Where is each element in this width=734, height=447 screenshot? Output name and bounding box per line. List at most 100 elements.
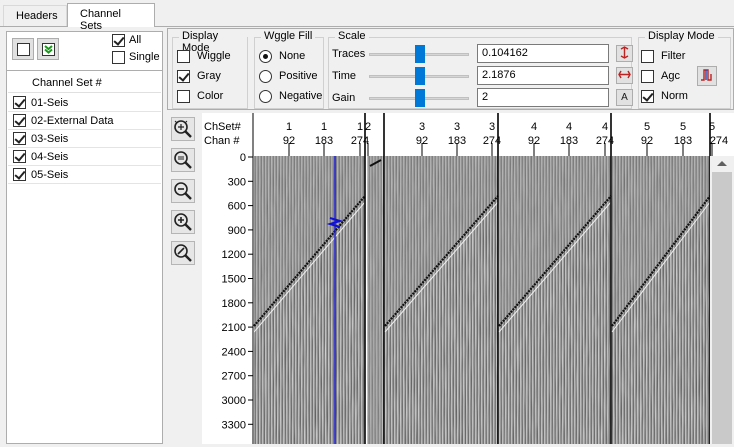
filter-option[interactable]: Filter bbox=[641, 50, 685, 63]
color-checkbox[interactable] bbox=[177, 90, 190, 103]
scrollbar-thumb[interactable] bbox=[712, 172, 732, 444]
gain-input[interactable]: 2 bbox=[477, 88, 609, 107]
list-item[interactable]: 04-Seis bbox=[8, 148, 161, 166]
gain-slider-thumb[interactable] bbox=[415, 89, 425, 107]
color-option[interactable]: Color bbox=[177, 90, 223, 103]
fill-none-radio[interactable] bbox=[259, 50, 272, 63]
waveform-icon[interactable] bbox=[697, 66, 717, 86]
fill-positive-radio[interactable] bbox=[259, 70, 272, 83]
scale-group: Scale Traces 0.104162 Time 2.1876 Gain 2… bbox=[328, 30, 633, 109]
first-break-line bbox=[498, 195, 612, 327]
wiggle-checkbox[interactable] bbox=[177, 50, 190, 63]
gather-noise bbox=[385, 156, 498, 444]
header-strip bbox=[253, 113, 734, 156]
wiggle-label: Wiggle bbox=[197, 50, 231, 62]
zoom-out-icon bbox=[174, 182, 192, 200]
item-checkbox[interactable] bbox=[13, 114, 26, 127]
chan-tick: 92 bbox=[641, 135, 653, 147]
chset-tick: 1 bbox=[357, 121, 363, 133]
zoom-out-button[interactable] bbox=[171, 179, 195, 203]
wiggle-option[interactable]: Wiggle bbox=[177, 50, 231, 63]
gather-noise bbox=[499, 156, 611, 444]
item-checkbox[interactable] bbox=[13, 96, 26, 109]
gain-label: Gain bbox=[332, 92, 356, 104]
agc-checkbox[interactable] bbox=[641, 70, 654, 83]
wiggle-fill-group: Wggle Fill None Positive Negative bbox=[254, 30, 324, 109]
zoom-in-button[interactable] bbox=[171, 210, 195, 234]
all-checkbox[interactable]: All bbox=[112, 34, 141, 47]
time-tick: 2400 bbox=[222, 346, 246, 358]
seismic-plot-canvas[interactable]: ChSet# Chan # 1 1 1 2 3 3 3 4 4 4 5 5 592 183 274 92 183… bbox=[202, 113, 734, 444]
norm-label: Norm bbox=[661, 90, 688, 102]
chan-tick: 183 bbox=[560, 135, 578, 147]
first-break-region bbox=[612, 156, 710, 326]
time-slider-thumb[interactable] bbox=[415, 67, 425, 85]
item-checkbox[interactable] bbox=[13, 168, 26, 181]
tab-channel-sets[interactable]: Channel Sets bbox=[67, 3, 155, 32]
fill-none-option[interactable]: None bbox=[259, 50, 305, 63]
fill-positive-option[interactable]: Positive bbox=[259, 70, 318, 83]
vertical-stretch-icon[interactable] bbox=[616, 45, 633, 62]
auto-gain-button[interactable]: A bbox=[616, 89, 633, 106]
uncheck-all-button[interactable] bbox=[12, 38, 34, 60]
channel-set-panel: All Single Channel Set # 01-Seis 02-Exte… bbox=[6, 31, 163, 444]
single-check[interactable] bbox=[112, 51, 125, 64]
gray-option[interactable]: Gray bbox=[177, 70, 221, 83]
time-tick: 1500 bbox=[222, 274, 246, 286]
first-break-region bbox=[499, 156, 611, 326]
fill-negative-option[interactable]: Negative bbox=[259, 90, 322, 103]
chset-tick: 4 bbox=[602, 121, 608, 133]
gray-label: Gray bbox=[197, 70, 221, 82]
time-tick: 900 bbox=[228, 225, 246, 237]
scroll-up-arrow-icon[interactable] bbox=[717, 161, 727, 166]
single-checkbox[interactable]: Single bbox=[112, 51, 160, 64]
gray-checkbox[interactable] bbox=[177, 70, 190, 83]
traces-slider-thumb[interactable] bbox=[415, 45, 425, 63]
gathers-layer bbox=[253, 113, 711, 444]
chset-tick: 1 bbox=[286, 121, 292, 133]
tab-headers[interactable]: Headers bbox=[3, 5, 67, 26]
time-input[interactable]: 2.1876 bbox=[477, 66, 609, 85]
list-item[interactable]: 05-Seis bbox=[8, 166, 161, 184]
channel-set-column-header: Channel Set # bbox=[32, 77, 102, 89]
divider bbox=[8, 92, 161, 93]
check-all-button[interactable] bbox=[37, 38, 59, 60]
display-mode2-group: Display Mode Filter Agc Norm bbox=[638, 30, 731, 109]
list-item[interactable]: 02-External Data bbox=[8, 112, 161, 130]
zoom-out-v-icon bbox=[174, 151, 192, 169]
item-checkbox[interactable] bbox=[13, 132, 26, 145]
norm-option[interactable]: Norm bbox=[641, 90, 688, 103]
external-data-band bbox=[369, 156, 382, 444]
time-tick: 3000 bbox=[222, 395, 246, 407]
tab-divider bbox=[0, 26, 734, 27]
first-break-line bbox=[253, 195, 366, 327]
agc-option[interactable]: Agc bbox=[641, 70, 680, 83]
fill-negative-label: Negative bbox=[279, 90, 323, 102]
chan-tick: 274 bbox=[351, 135, 369, 147]
wiggle-fill-title: Wggle Fill bbox=[261, 30, 316, 42]
all-check[interactable] bbox=[112, 34, 125, 47]
display-controls-panel: Display Mode Wiggle Gray Color Wggle Fil… bbox=[167, 28, 734, 110]
time-label: Time bbox=[332, 70, 357, 82]
fill-negative-radio[interactable] bbox=[259, 90, 272, 103]
item-checkbox[interactable] bbox=[13, 150, 26, 163]
seismic-plot[interactable]: ChSet# Chan # 1 1 1 2 3 3 3 4 4 4 5 5 5 92 183 274 92 183… bbox=[202, 113, 734, 444]
first-break-region bbox=[385, 156, 498, 326]
first-break-line bbox=[611, 195, 711, 327]
traces-input[interactable]: 0.104162 bbox=[477, 44, 609, 63]
divider bbox=[7, 70, 162, 71]
list-item[interactable]: 01-Seis bbox=[8, 94, 161, 112]
zoom-reset-button[interactable] bbox=[171, 241, 195, 265]
zoom-fit-button[interactable] bbox=[171, 117, 195, 141]
gather-noise bbox=[254, 156, 365, 444]
single-label: Single bbox=[129, 51, 160, 63]
first-break-region bbox=[254, 156, 365, 326]
time-tick: 2700 bbox=[222, 371, 246, 383]
norm-checkbox[interactable] bbox=[641, 90, 654, 103]
filter-checkbox[interactable] bbox=[641, 50, 654, 63]
horizontal-stretch-icon[interactable] bbox=[616, 67, 633, 84]
list-item[interactable]: 03-Seis bbox=[8, 130, 161, 148]
first-break-line bbox=[384, 195, 499, 327]
zoom-out-vertical-button[interactable] bbox=[171, 148, 195, 172]
item-label: 05-Seis bbox=[31, 169, 69, 181]
